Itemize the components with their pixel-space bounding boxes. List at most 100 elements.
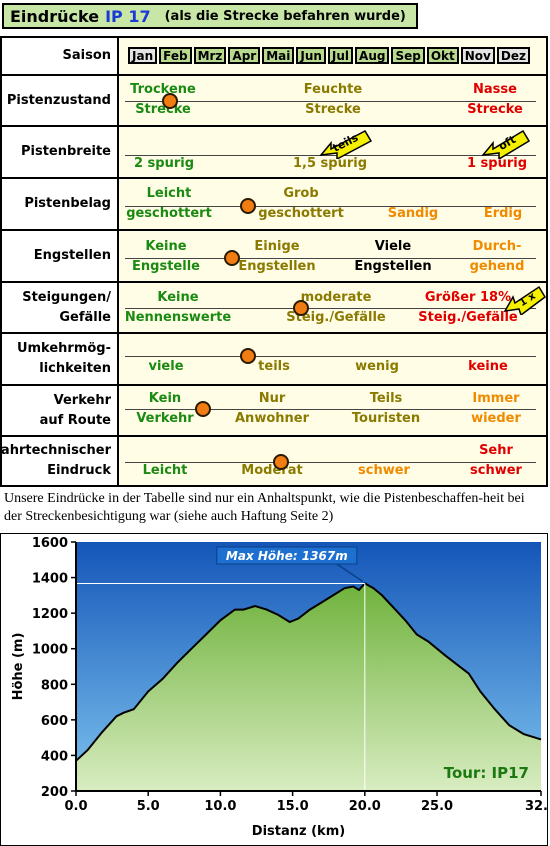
month-sep: Sep <box>391 47 425 64</box>
option-text: Strecke <box>135 102 191 117</box>
callout-box <box>216 546 358 565</box>
scale-line <box>125 258 536 259</box>
arrow-tag-teils: teils <box>319 130 373 159</box>
option-teils: teils <box>258 359 290 374</box>
callout-text: Max Höhe: 1367m <box>226 549 348 563</box>
rating-marker <box>293 300 310 316</box>
x-axis-label: Distanz (km) <box>252 824 345 839</box>
x-tick-label: 10.0 <box>204 799 236 814</box>
scale-line <box>125 206 536 207</box>
option-text: Touristen <box>351 411 421 426</box>
row-content: Keine Nennenswerte moderate Steig./Gefälle… <box>119 283 546 332</box>
x-tick-label: 0.0 <box>64 799 87 814</box>
option-1-5-spurig: 1,5 spurig <box>292 156 368 171</box>
label-line: auf Route <box>39 412 111 428</box>
month-feb: Feb <box>159 47 192 64</box>
rating-marker <box>223 250 240 266</box>
option-schwer: schwer <box>358 463 410 478</box>
row-verkehr: Verkehr auf Route Kein Verkehr Nur Anwohner… <box>2 386 546 437</box>
y-tick-label: 1600 <box>32 536 68 551</box>
month-jul: Jul <box>327 47 354 64</box>
month-jun: Jun <box>296 47 326 64</box>
rating-marker <box>162 93 179 109</box>
month-list: Jan Feb Mrz Apr Mai Jun Jul Aug Sep Okt Nov Dez <box>128 47 530 64</box>
option-leicht-geschottert: Leicht geschottert <box>126 184 212 224</box>
option-trockene: Trockene Strecke <box>130 80 196 120</box>
saison-label: Saison <box>62 48 111 63</box>
month-mrz: Mrz <box>193 47 227 64</box>
option-durchgehend: Durch-gehend <box>470 237 525 277</box>
option-text: Teils <box>369 391 403 406</box>
option-moderat: Moderat <box>241 463 303 478</box>
option-kein-verkehr: Kein Verkehr <box>136 389 193 429</box>
option-text: Leicht <box>146 186 192 201</box>
label-line: Gefälle <box>59 309 111 325</box>
option-immer-wieder: Immer wieder <box>471 389 521 429</box>
steigungen-label: Steigungen/Gefälle <box>22 288 111 328</box>
option-text: Anwohner <box>235 411 309 426</box>
row-label: Pistenbreite <box>2 127 119 177</box>
option-nasse: Nasse Strecke <box>467 80 523 120</box>
row-label: Fahrtechnischer Eindruck <box>0 437 119 485</box>
option-wenig: wenig <box>355 359 399 374</box>
option-text: geschottert <box>126 206 212 221</box>
option-keine-engstelle: Keine Engstelle <box>132 237 200 277</box>
elevation-line <box>75 582 542 762</box>
option-text: Keine <box>145 239 187 254</box>
option-teils-touristen: Teils Touristen <box>352 389 420 429</box>
option-erdig: Erdig <box>483 206 523 221</box>
option-text: Keine <box>157 290 199 305</box>
scale-line <box>125 462 536 463</box>
rating-marker <box>194 401 211 417</box>
month-nov: Nov <box>460 47 495 64</box>
option-text: Einige <box>254 239 300 254</box>
callout-pointer <box>336 563 364 583</box>
row-content: Trockene Strecke Feuchte Strecke Nasse Stre… <box>119 76 546 125</box>
x-tick-label: 15.0 <box>277 799 309 814</box>
y-tick-label: 200 <box>41 785 68 800</box>
option-text: Steig./Gefälle <box>418 310 518 325</box>
row-content: Leicht Moderat schwer Sehr schwer <box>119 437 546 485</box>
label-line: Fahrtechnischer <box>0 443 111 458</box>
option-text: Größer 18% <box>424 290 512 305</box>
option-text: Kein <box>148 391 182 406</box>
x-tick-label: 20.0 <box>349 799 381 814</box>
elevation-area <box>76 583 541 791</box>
option-text: Nasse <box>473 82 517 97</box>
row-engstellen: Engstellen Keine Engstelle Einige Engstell… <box>2 231 546 283</box>
row-content: Jan Feb Mrz Apr Mai Jun Jul Aug Sep Okt Nov Dez <box>119 38 546 74</box>
label-line: lichkeiten <box>39 361 111 376</box>
engstellen-label: Engstellen <box>33 248 111 263</box>
umkehr-label: Umkehrmög-lichkeiten <box>17 339 111 379</box>
chart-axes: 200 400 600 800 1000 1200 1400 1600 0.0 5.0 10.0 15… <box>32 536 548 814</box>
option-text: Sehr <box>479 443 513 458</box>
row-pistenbelag: Pistenbelag Leicht geschottert Grob gescho… <box>2 179 546 231</box>
y-tick-label: 1000 <box>32 643 68 658</box>
option-text: Nur <box>258 391 286 406</box>
option-text: Engstellen <box>238 259 316 274</box>
month-apr: Apr <box>228 47 261 64</box>
verkehr-label: Verkehr auf Route <box>40 391 111 431</box>
label-line: Verkehr <box>53 392 111 408</box>
row-label: Engstellen <box>2 231 119 281</box>
option-text: gehend <box>469 259 525 274</box>
option-nur-anwohner: Nur Anwohner <box>235 389 309 429</box>
header-id: IP 17 <box>105 6 151 26</box>
rating-marker <box>272 454 289 470</box>
impressions-table: Saison Jan Feb Mrz Apr Mai Jun Jul Aug Sep Okt Nov… <box>0 36 548 487</box>
option-text: Engstellen <box>354 259 432 274</box>
option-text: Strecke <box>305 102 361 117</box>
row-content: Leicht geschottert Grob geschottert Sandig… <box>119 179 546 229</box>
option-text: geschottert <box>258 206 344 221</box>
option-text: Grob <box>283 186 319 201</box>
fahrtechnisch-label: Fahrtechnischer Eindruck <box>0 441 111 481</box>
month-jan: Jan <box>128 47 158 64</box>
max-height-callout: Max Höhe: 1367m <box>216 546 364 583</box>
month-dez: Dez <box>496 47 530 64</box>
row-label: Pistenzustand <box>2 76 119 125</box>
header-title: Eindrücke <box>10 6 100 26</box>
option-text: Nennenswerte <box>124 310 232 325</box>
month-mai: Mai <box>262 47 295 64</box>
x-tick-label: 5.0 <box>137 799 160 814</box>
rating-marker <box>240 198 256 214</box>
